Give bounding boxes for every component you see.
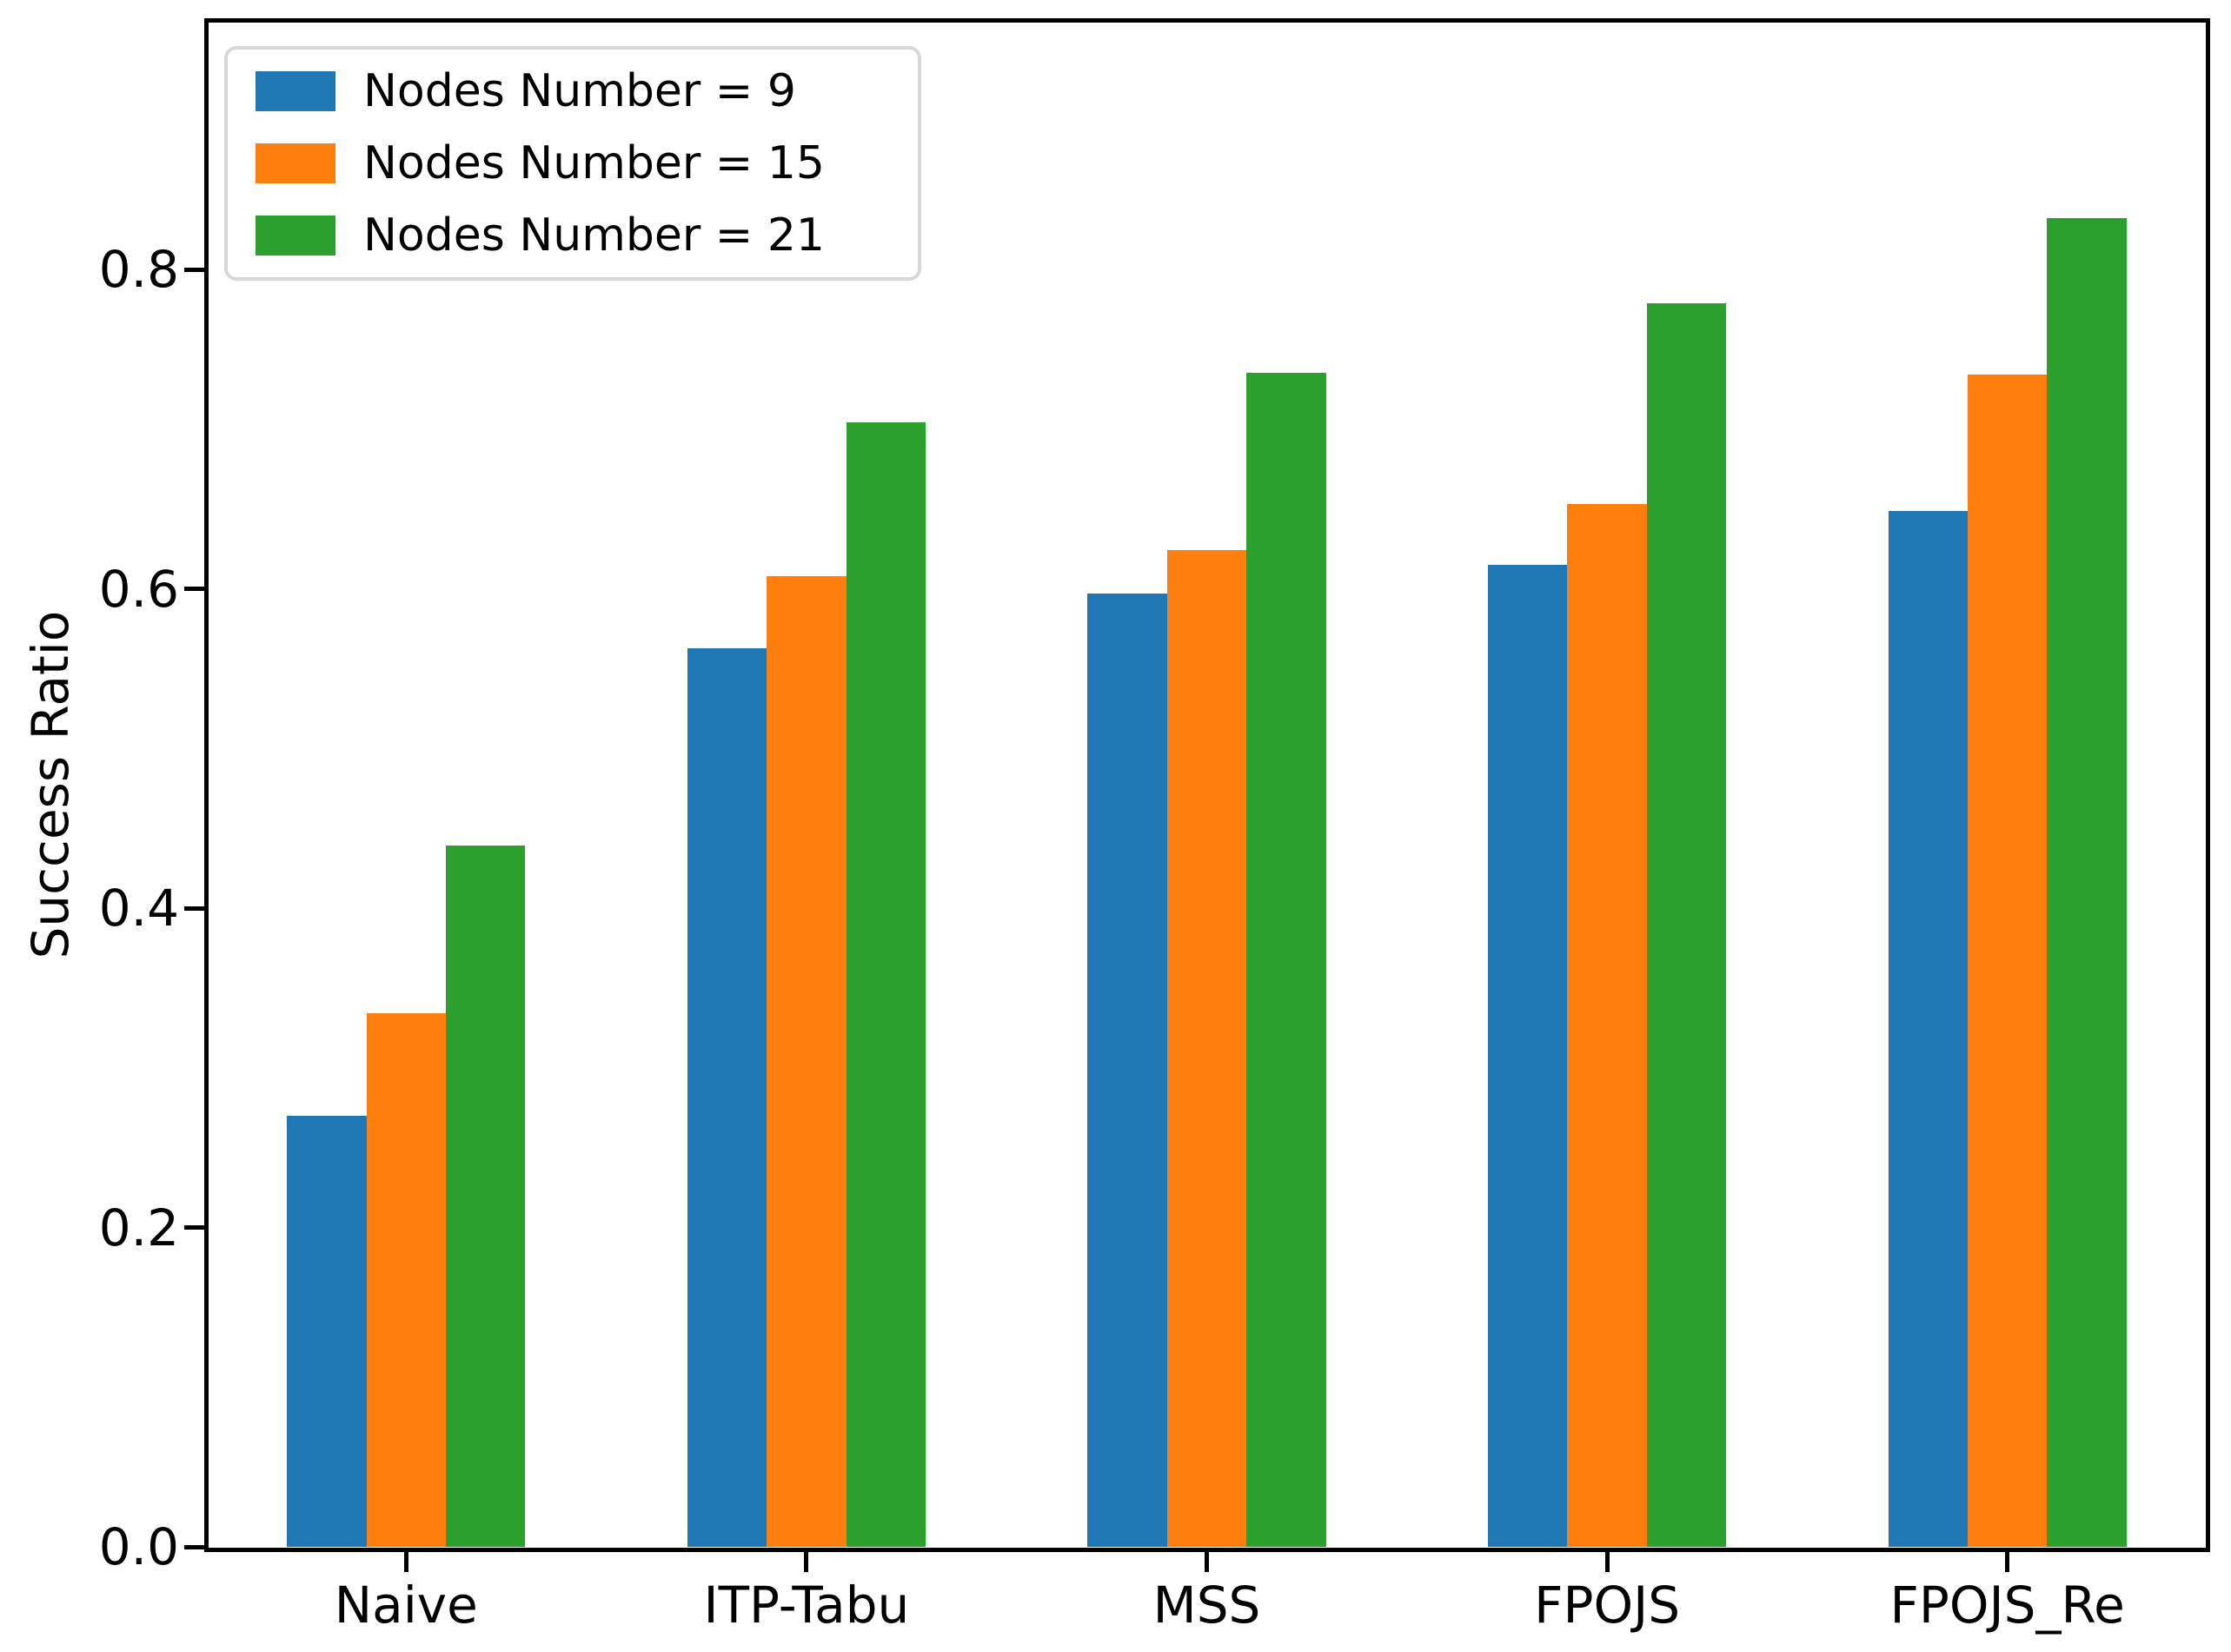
legend-label: Nodes Number = 21	[363, 209, 826, 262]
x-tick-mark	[403, 1552, 408, 1572]
y-axis-label: Success Ratio	[21, 610, 80, 959]
legend-row-nodes-number-21: Nodes Number = 21	[256, 200, 918, 272]
bar-mss-nodes-number-15	[1166, 550, 1247, 1547]
bar-itp-tabu-nodes-number-9	[687, 647, 767, 1547]
x-tick-label-fpojs: FPOJS	[1534, 1576, 1681, 1635]
bar-mss-nodes-number-21	[1246, 373, 1326, 1547]
y-tick-label: 0.6	[98, 559, 179, 619]
bar-naive-nodes-number-15	[366, 1013, 446, 1547]
legend-label: Nodes Number = 15	[363, 137, 826, 189]
y-tick-label: 0.8	[98, 240, 179, 299]
legend-row-nodes-number-9: Nodes Number = 9	[256, 56, 918, 128]
x-tick-mark	[1205, 1552, 1209, 1572]
y-tick-mark	[184, 906, 204, 911]
legend-row-nodes-number-15: Nodes Number = 15	[256, 128, 918, 200]
y-tick-label: 0.0	[98, 1517, 179, 1576]
legend: Nodes Number = 9 Nodes Number = 15 Nodes N…	[224, 46, 921, 281]
legend-label: Nodes Number = 9	[363, 65, 796, 117]
bar-fpojs-nodes-number-21	[1646, 302, 1727, 1547]
bar-fpojs-re-nodes-number-9	[1888, 510, 1968, 1547]
y-tick-label: 0.2	[98, 1198, 179, 1257]
bar-mss-nodes-number-9	[1087, 594, 1167, 1547]
legend-swatch-nodes-number-21	[256, 216, 335, 255]
x-tick-mark	[1604, 1552, 1610, 1572]
bar-itp-tabu-nodes-number-21	[846, 422, 926, 1547]
y-tick-mark	[184, 1544, 204, 1549]
bar-naive-nodes-number-21	[446, 846, 526, 1547]
bar-fpojs-re-nodes-number-15	[1968, 375, 2048, 1547]
bar-naive-nodes-number-9	[287, 1115, 367, 1547]
y-tick-mark	[184, 267, 204, 272]
x-tick-label-mss: MSS	[1152, 1576, 1261, 1635]
y-tick-label: 0.4	[98, 879, 179, 938]
x-tick-label-naive: Naive	[334, 1576, 478, 1635]
x-tick-mark	[804, 1552, 809, 1572]
legend-swatch-nodes-number-15	[256, 143, 335, 183]
legend-swatch-nodes-number-9	[256, 71, 335, 111]
bar-fpojs-re-nodes-number-21	[2047, 218, 2127, 1547]
x-tick-mark	[2005, 1552, 2010, 1572]
x-tick-label-fpojs-re: FPOJS_Re	[1889, 1576, 2125, 1635]
bar-itp-tabu-nodes-number-15	[767, 575, 847, 1547]
bar-fpojs-nodes-number-15	[1567, 504, 1647, 1547]
y-tick-mark	[184, 587, 204, 591]
y-tick-mark	[184, 1225, 204, 1230]
x-tick-label-itp-tabu: ITP-Tabu	[703, 1576, 910, 1635]
bar-fpojs-nodes-number-9	[1488, 564, 1568, 1547]
